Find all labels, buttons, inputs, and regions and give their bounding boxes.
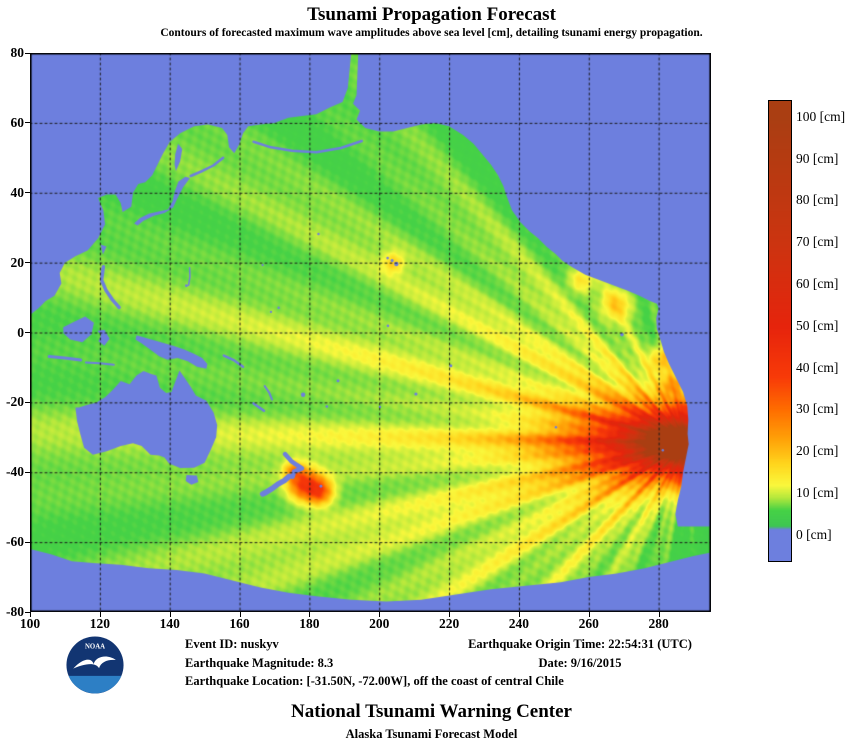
x-tick-mark: [99, 612, 101, 617]
y-tick-mark: [25, 541, 30, 543]
x-tick-label: 260: [578, 616, 599, 631]
colorbar-tick-label: 50 [cm]: [796, 317, 839, 333]
y-tick-mark: [25, 262, 30, 264]
logo-text: NOAA: [85, 644, 105, 651]
colorbar-tick-label: 80 [cm]: [796, 192, 839, 208]
colorbar-gradient: [768, 100, 792, 562]
x-tick-mark: [379, 612, 381, 617]
y-tick-label: 0: [17, 324, 24, 340]
y-tick-mark: [25, 122, 30, 124]
y-tick-mark: [25, 52, 30, 54]
event-info-right: Earthquake Origin Time: 22:54:31 (UTC) D…: [442, 635, 718, 672]
x-tick-mark: [309, 612, 311, 617]
logo-sea-shape: [68, 675, 122, 694]
y-tick-label: -40: [6, 464, 24, 480]
x-tick-label: 280: [648, 616, 669, 631]
colorbar-tick-label: 100 [cm]: [796, 108, 846, 124]
y-tick-mark: [25, 192, 30, 194]
x-tick-label: 220: [438, 616, 460, 631]
colorbar-tick-label: 90 [cm]: [796, 150, 839, 166]
event-magnitude-line: Earthquake Magnitude: 8.3: [185, 655, 334, 670]
x-tick-label: 120: [89, 616, 110, 631]
y-tick-mark: [25, 611, 30, 613]
noaa-emblem-svg: NOAA: [66, 636, 124, 694]
colorbar-tick-label: 70 [cm]: [796, 234, 839, 250]
event-id-line: Event ID: nuskyv: [185, 637, 279, 651]
x-tick-label: 140: [159, 616, 180, 631]
x-tick-mark: [239, 612, 241, 617]
forecast-model-name: Alaska Tsunami Forecast Model: [345, 727, 518, 741]
event-origin-time-line: Earthquake Origin Time: 22:54:31 (UTC): [468, 637, 692, 651]
x-tick-mark: [518, 612, 520, 617]
y-tick-mark: [25, 401, 30, 403]
x-tick-label: 160: [229, 616, 250, 631]
x-tick-label: 180: [299, 616, 320, 631]
colorbar-tick-label: 0 [cm]: [796, 526, 832, 542]
x-tick-label: 240: [508, 616, 530, 631]
noaa-logo: NOAA: [66, 636, 124, 694]
organization-name: National Tsunami Warning Center: [290, 701, 572, 722]
y-tick-label: 80: [10, 45, 25, 60]
y-tick-label: -20: [6, 394, 24, 410]
x-tick-mark: [449, 612, 451, 617]
colorbar-tick-label: 60 [cm]: [796, 276, 839, 291]
y-tick-label: -60: [6, 534, 24, 550]
x-tick-mark: [30, 612, 31, 617]
x-tick-mark: [658, 612, 660, 617]
y-tick-label: 20: [10, 254, 25, 270]
x-tick-label: 200: [369, 616, 390, 631]
event-info-left: Event ID: nuskyv Earthquake Magnitude: 8…: [185, 635, 564, 691]
y-tick-label: 40: [10, 184, 25, 200]
figure-title: Tsunami Propagation Forecast: [307, 4, 556, 25]
colorbar-tick-label: 30 [cm]: [796, 401, 839, 417]
colorbar-tick-label: 10 [cm]: [796, 485, 839, 501]
colorbar-tick-label: 40 [cm]: [796, 359, 839, 375]
logo-gull-icon: [73, 656, 116, 669]
y-tick-label: 60: [10, 114, 25, 130]
x-tick-label: 100: [19, 616, 41, 631]
figure-subtitle: Contours of forecasted maximum wave ampl…: [160, 27, 703, 39]
x-tick-mark: [588, 612, 590, 617]
y-tick-label: -80: [6, 604, 24, 619]
y-tick-mark: [25, 471, 30, 473]
event-date-line: Date: 9/16/2015: [538, 655, 622, 670]
pacific-amplitude-map-canvas: [30, 53, 711, 612]
colorbar-tick-label: 20 [cm]: [796, 443, 839, 459]
event-location-line: Earthquake Location: [-31.50N, -72.00W],…: [185, 674, 564, 688]
x-tick-mark: [169, 612, 171, 617]
y-tick-mark: [25, 332, 30, 333]
